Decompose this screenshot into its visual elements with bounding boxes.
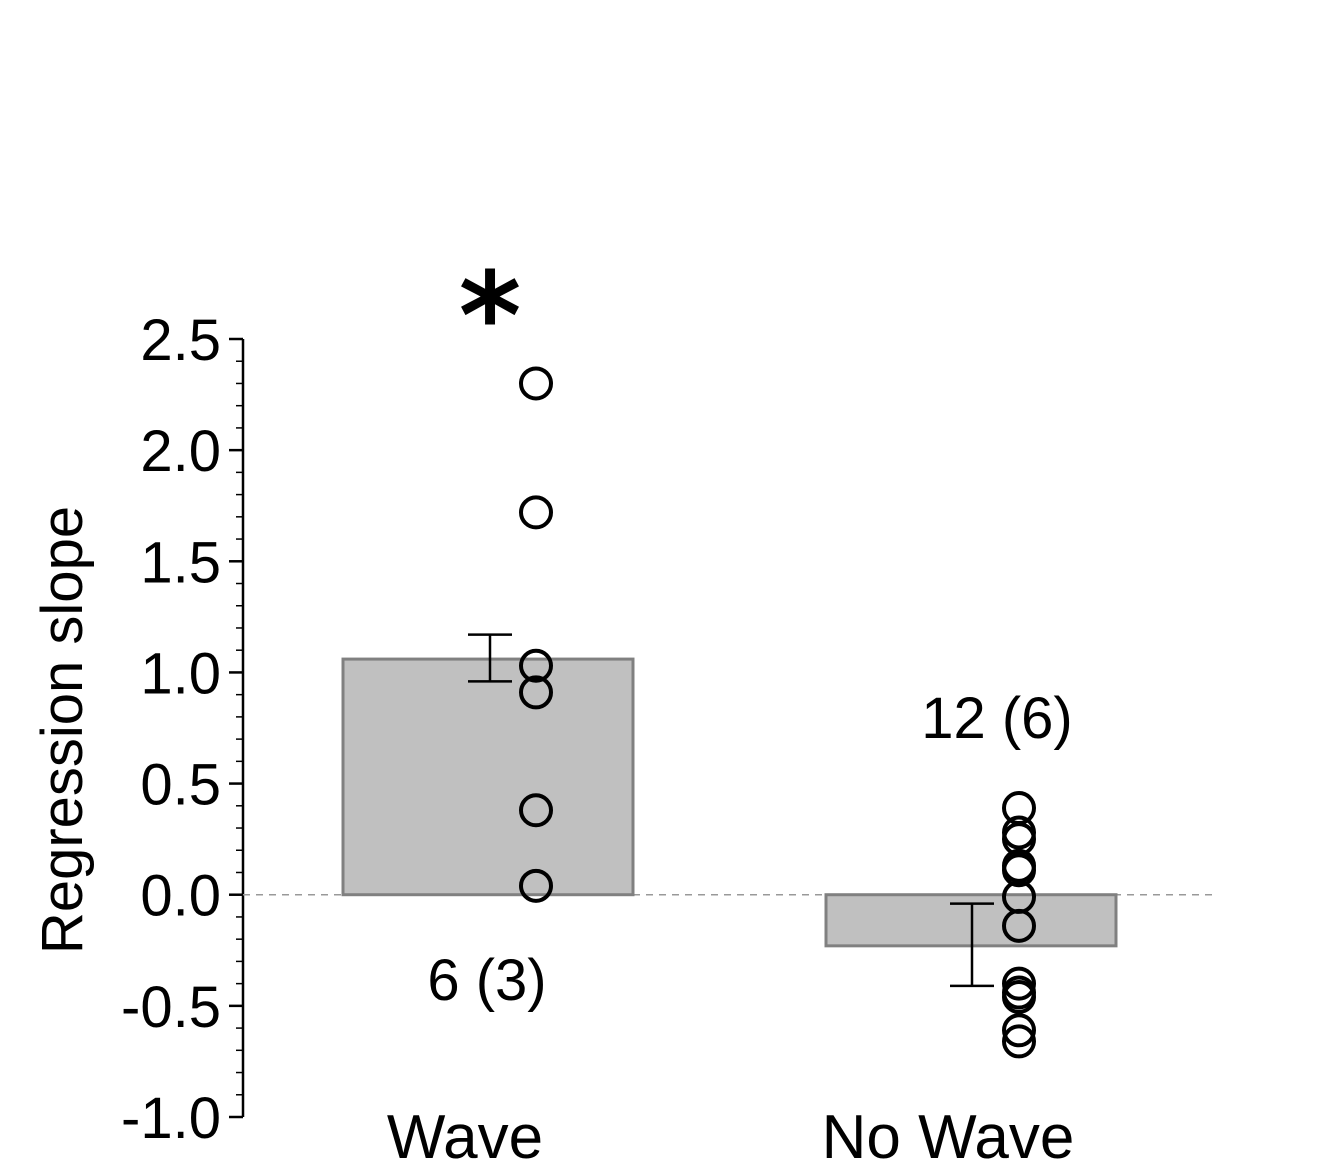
data-point (519, 793, 553, 828)
y-tick-label: 2.5 (140, 308, 221, 373)
data-point (519, 366, 553, 401)
data-point (1002, 975, 1036, 1010)
y-tick-label: 2.0 (140, 419, 221, 484)
error-bars (468, 633, 994, 988)
data-points (519, 366, 1036, 1059)
y-tick-label: 0.5 (140, 753, 221, 818)
sample-size-no-wave: 12 (6) (921, 686, 1073, 751)
data-point (519, 868, 553, 903)
y-axis: -1.0 -0.5 0.0 0.5 1.0 1.5 2.0 2.5 (121, 308, 245, 1151)
data-point (1002, 853, 1036, 888)
data-point (1002, 966, 1036, 1001)
significance-marker: * (459, 248, 522, 387)
bars (341, 657, 1118, 948)
bar-wave (341, 657, 635, 897)
y-tick-label: 1.5 (140, 530, 221, 595)
data-point (519, 495, 553, 530)
y-tick-label: -1.0 (121, 1086, 221, 1151)
data-point (519, 675, 553, 710)
y-tick-label: -0.5 (121, 975, 221, 1040)
category-label-wave: Wave (387, 1103, 543, 1172)
data-point (519, 648, 553, 683)
y-axis-label: Regression slope (30, 506, 95, 954)
y-tick-label: 0.0 (140, 864, 221, 929)
sample-size-wave: 6 (3) (427, 948, 546, 1013)
data-point (1002, 1024, 1036, 1059)
data-point (1002, 1013, 1036, 1048)
category-label-no-wave: No Wave (822, 1103, 1075, 1172)
data-point (1002, 908, 1036, 943)
y-tick-label: 1.0 (140, 641, 221, 706)
